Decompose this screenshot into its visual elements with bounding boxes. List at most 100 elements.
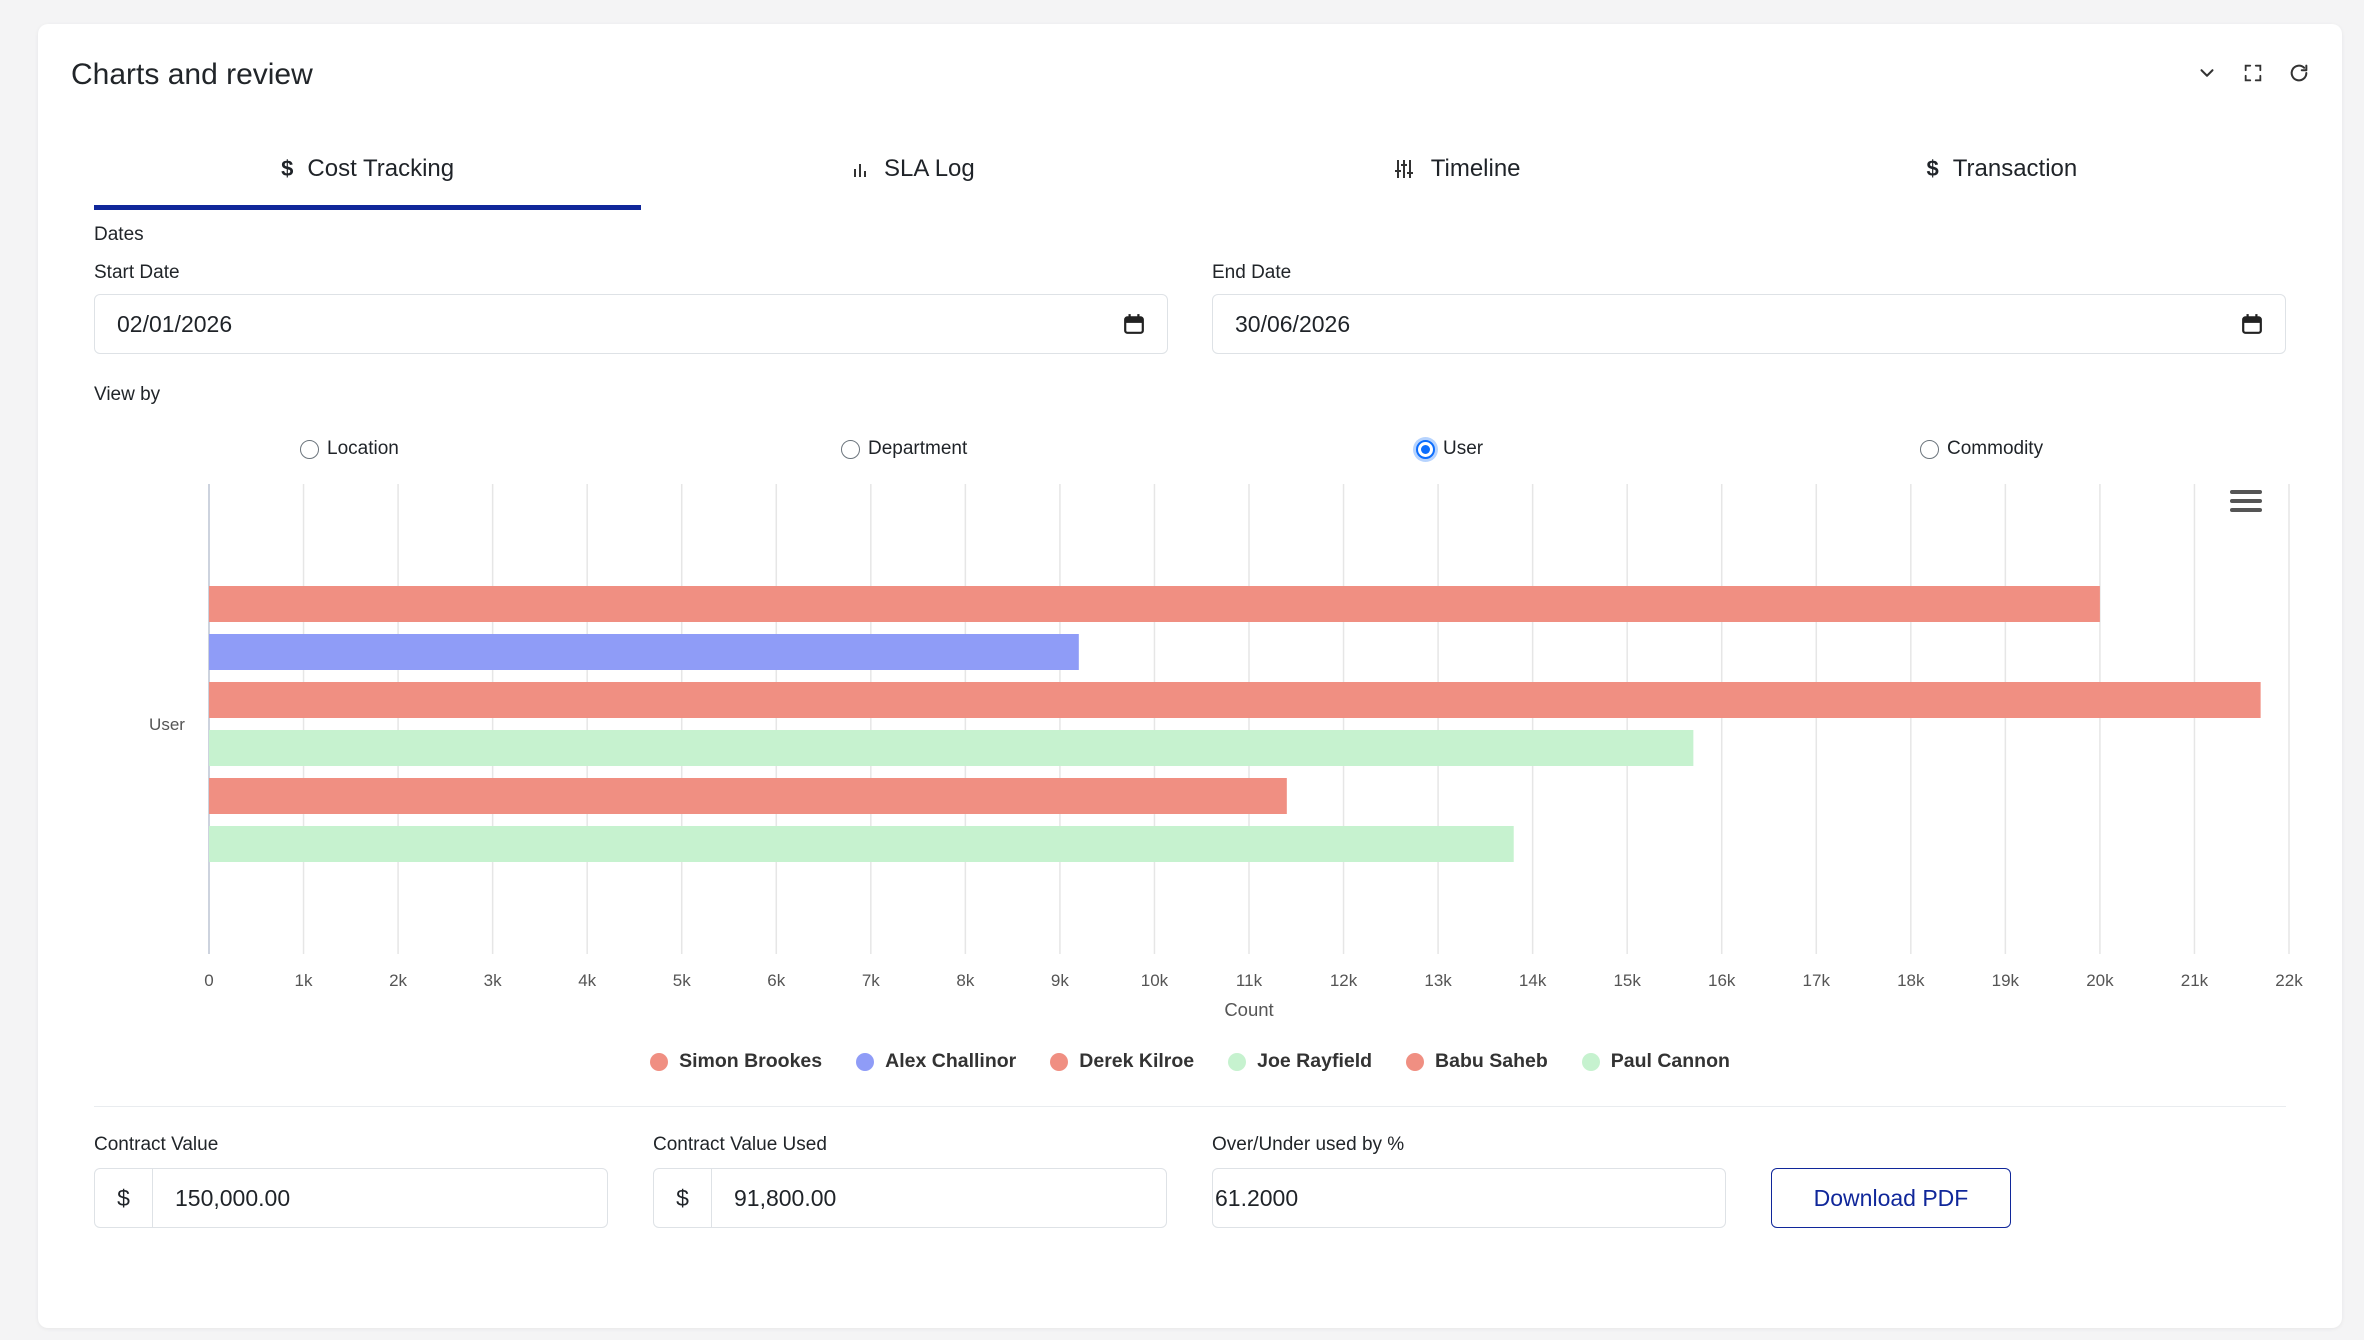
x-tick-label: 13k xyxy=(1424,971,1452,990)
bar-joe-rayfield xyxy=(209,730,1694,766)
radio-location[interactable]: Location xyxy=(300,438,399,460)
radio-circle[interactable] xyxy=(841,439,860,459)
x-tick-label: 15k xyxy=(1613,971,1641,990)
legend-dot xyxy=(1050,1052,1069,1071)
contract-used-label: Contract Value Used xyxy=(653,1134,827,1155)
start-date-label: Start Date xyxy=(94,262,180,283)
radio-commodity[interactable]: Commodity xyxy=(1920,438,2043,460)
divider xyxy=(94,1106,2286,1107)
radio-label: Department xyxy=(868,438,968,459)
x-tick-label: 14k xyxy=(1519,971,1547,990)
over-under-label: Over/Under used by % xyxy=(1212,1134,1405,1155)
x-tick-label: 4k xyxy=(578,971,596,990)
tab-timeline[interactable]: Timeline xyxy=(1186,132,1730,210)
x-tick-label: 17k xyxy=(1803,971,1831,990)
legend-item[interactable]: Paul Cannon xyxy=(1581,1050,1730,1073)
over-under-field[interactable]: 61.2000 xyxy=(1212,1168,1726,1228)
legend-dot xyxy=(856,1052,875,1071)
x-tick-label: 7k xyxy=(862,971,880,990)
x-tick-label: 22k xyxy=(2275,971,2303,990)
tab-cost-tracking[interactable]: $ Cost Tracking xyxy=(94,132,642,210)
bar-simon-brookes xyxy=(209,586,2100,622)
radio-user[interactable]: User xyxy=(1416,438,1483,460)
radio-circle[interactable] xyxy=(300,439,319,459)
legend-item[interactable]: Simon Brookes xyxy=(650,1050,822,1073)
radio-circle[interactable] xyxy=(1920,439,1939,459)
currency-prefix: $ xyxy=(95,1169,153,1227)
x-tick-label: 18k xyxy=(1897,971,1925,990)
refresh-icon[interactable] xyxy=(2286,60,2312,86)
tab-label: Cost Tracking xyxy=(307,155,455,182)
x-tick-label: 12k xyxy=(1330,971,1358,990)
dollar-icon: $ xyxy=(1926,156,1939,181)
legend-item[interactable]: Derek Kilroe xyxy=(1050,1050,1194,1073)
legend-item[interactable]: Babu Saheb xyxy=(1406,1050,1548,1073)
dates-section-label: Dates xyxy=(94,224,144,245)
tab-sla-log[interactable]: SLA Log xyxy=(641,132,1185,210)
tab-label: Transaction xyxy=(1952,155,2078,182)
calendar-icon[interactable] xyxy=(2241,313,2263,335)
start-date-input[interactable]: 02/01/2026 xyxy=(94,294,1168,354)
legend-label: Derek Kilroe xyxy=(1079,1050,1195,1072)
calendar-icon[interactable] xyxy=(1123,313,1145,335)
x-axis-title: Count xyxy=(1224,999,1273,1020)
x-tick-label: 6k xyxy=(767,971,785,990)
x-tick-label: 10k xyxy=(1141,971,1169,990)
legend-label: Babu Saheb xyxy=(1435,1050,1548,1072)
contract-value: 150,000.00 xyxy=(175,1184,291,1211)
x-tick-label: 21k xyxy=(2181,971,2209,990)
x-tick-label: 9k xyxy=(1051,971,1069,990)
legend-label: Simon Brookes xyxy=(679,1050,823,1072)
sliders-icon xyxy=(1394,159,1417,179)
view-by-radio-group: Location Department User Commodity xyxy=(38,438,2342,470)
user-count-bar-chart: 0 1k 2k 3k 4k 5k 6k 7k 8k 9k 10k 11k 12k 13k 14k 15k 16k… xyxy=(94,480,2334,1040)
contract-used-value: 91,800.00 xyxy=(734,1184,837,1211)
radio-circle-selected[interactable] xyxy=(1416,439,1435,459)
x-tick-label: 19k xyxy=(1992,971,2020,990)
radio-department[interactable]: Department xyxy=(841,438,967,460)
legend-dot xyxy=(1228,1052,1247,1071)
charts-review-card: Charts and review $ Cost Tracking SLA Lo… xyxy=(38,24,2342,1328)
radio-label: Commodity xyxy=(1947,438,2044,459)
x-tick-label: 0 xyxy=(204,971,213,990)
bar-paul-cannon xyxy=(209,826,1514,862)
contract-value-field[interactable]: $ 150,000.00 xyxy=(94,1168,608,1228)
fullscreen-icon[interactable] xyxy=(2240,60,2266,86)
x-tick-label: 1k xyxy=(295,971,313,990)
x-tick-label: 5k xyxy=(673,971,691,990)
x-tick-label: 20k xyxy=(2086,971,2114,990)
bar-derek-kilroe xyxy=(209,682,2261,718)
chart-svg: 0 1k 2k 3k 4k 5k 6k 7k 8k 9k 10k 11k 12k 13k 14k 15k 16k… xyxy=(149,484,2303,1020)
over-under-value: 61.2000 xyxy=(1215,1184,1299,1211)
contract-used-field[interactable]: $ 91,800.00 xyxy=(653,1168,1167,1228)
legend-label: Joe Rayfield xyxy=(1257,1050,1373,1072)
x-tick-label: 2k xyxy=(389,971,407,990)
download-pdf-button[interactable]: Download PDF xyxy=(1771,1168,2011,1228)
tab-bar: $ Cost Tracking SLA Log Timeline $ Trans… xyxy=(94,132,2274,210)
legend-dot xyxy=(1406,1052,1425,1071)
chevron-down-icon[interactable] xyxy=(2194,60,2220,86)
tab-label: Timeline xyxy=(1430,155,1521,182)
y-category-label: User xyxy=(149,715,185,734)
currency-prefix: $ xyxy=(654,1169,712,1227)
end-date-label: End Date xyxy=(1212,262,1292,283)
view-by-label: View by xyxy=(94,384,161,405)
tab-label: SLA Log xyxy=(884,155,975,182)
legend-label: Paul Cannon xyxy=(1610,1050,1730,1072)
legend-item[interactable]: Joe Rayfield xyxy=(1228,1050,1372,1073)
legend-item[interactable]: Alex Challinor xyxy=(856,1050,1016,1073)
x-tick-label: 16k xyxy=(1708,971,1736,990)
end-date-input[interactable]: 30/06/2026 xyxy=(1212,294,2286,354)
start-date-value: 02/01/2026 xyxy=(117,310,233,337)
dollar-icon: $ xyxy=(281,156,294,181)
bar-alex-challinor xyxy=(209,634,1079,670)
card-tools xyxy=(2194,60,2312,86)
tab-transaction[interactable]: $ Transaction xyxy=(1730,132,2274,210)
x-tick-label: 11k xyxy=(1236,971,1263,990)
chart-legend: Simon Brookes Alex Challinor Derek Kilroe J… xyxy=(38,1050,2342,1073)
legend-label: Alex Challinor xyxy=(885,1050,1017,1072)
bar-chart-icon xyxy=(852,160,870,178)
legend-dot xyxy=(650,1052,669,1071)
card-title: Charts and review xyxy=(71,58,313,91)
chart-menu-icon[interactable] xyxy=(2230,490,2262,518)
